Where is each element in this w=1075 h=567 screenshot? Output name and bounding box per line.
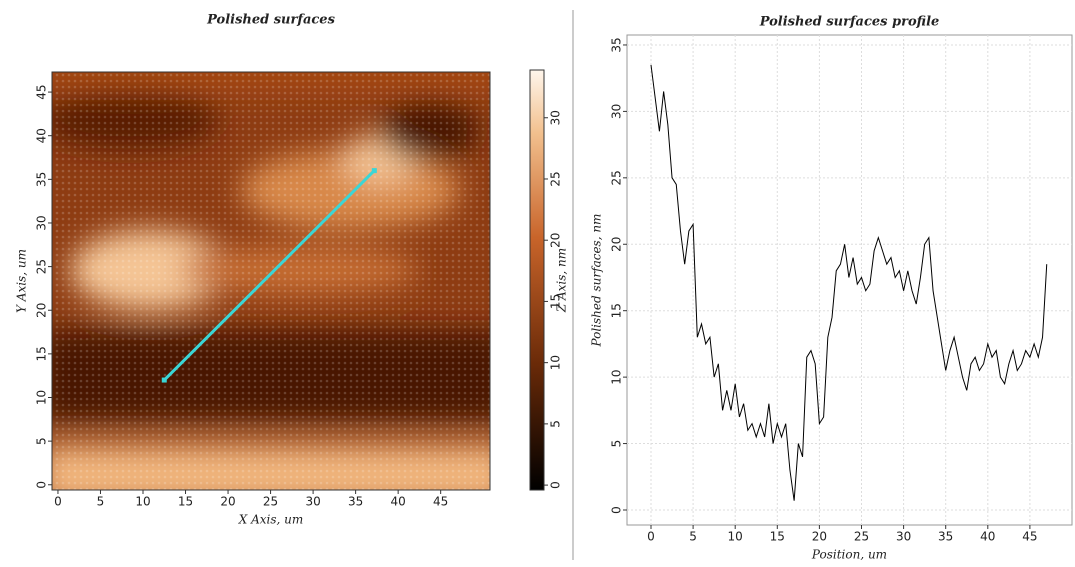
- y-tick-label: 20: [35, 303, 49, 318]
- x-tick-label: 5: [97, 495, 105, 509]
- x-tick-label: 25: [263, 495, 278, 509]
- y-axis-label: Polished surfaces, nm: [590, 214, 604, 348]
- x-tick-label: 45: [433, 495, 448, 509]
- x-tick-label: 20: [812, 530, 827, 544]
- y-tick-label: 0: [610, 506, 624, 514]
- colorbar-label: Z Axis, nm: [555, 248, 569, 313]
- x-tick-label: 10: [728, 530, 743, 544]
- x-tick-label: 35: [348, 495, 363, 509]
- y-tick-label: 5: [610, 440, 624, 448]
- colorbar-tick-label: 25: [549, 171, 563, 186]
- y-tick-label: 30: [35, 215, 49, 230]
- x-tick-label: 10: [135, 495, 150, 509]
- profile-line: [650, 64, 1048, 501]
- colorbar-tick-label: 20: [549, 233, 563, 248]
- y-tick-label: 20: [610, 237, 624, 252]
- y-tick-label: 10: [610, 369, 624, 384]
- profile-end: [161, 377, 167, 383]
- x-tick-label: 20: [220, 495, 235, 509]
- y-tick-label: 40: [35, 128, 49, 143]
- x-tick-label: 15: [178, 495, 193, 509]
- y-tick-label: 5: [35, 437, 49, 445]
- x-tick-label: 25: [854, 530, 869, 544]
- x-tick-label: 0: [54, 495, 62, 509]
- colorbar-tick-label: 5: [549, 420, 563, 428]
- y-tick-label: 35: [610, 37, 624, 52]
- x-axis-label: Position, um: [811, 548, 887, 562]
- y-axis-label: Y Axis, um: [15, 249, 29, 313]
- x-tick-label: 40: [391, 495, 406, 509]
- chart-title: Polished surfaces profile: [759, 15, 940, 30]
- x-tick-label: 30: [305, 495, 320, 509]
- y-tick-label: 15: [610, 303, 624, 318]
- surface-image: [52, 72, 490, 490]
- x-tick-label: 45: [1022, 530, 1037, 544]
- y-tick-label: 10: [35, 390, 49, 405]
- colorbar: [529, 69, 545, 491]
- colorbar-tick-label: 0: [549, 481, 563, 489]
- y-tick-label: 25: [610, 170, 624, 185]
- x-tick-label: 0: [647, 530, 655, 544]
- x-tick-label: 30: [896, 530, 911, 544]
- profile-line: [163, 169, 376, 382]
- y-tick-label: 30: [610, 104, 624, 119]
- colorbar-tick-label: 15: [549, 294, 563, 309]
- y-tick-label: 0: [35, 481, 49, 489]
- x-tick-label: 15: [770, 530, 785, 544]
- y-tick-label: 35: [35, 172, 49, 187]
- y-tick-label: 25: [35, 259, 49, 274]
- plot-frame: [626, 34, 1073, 526]
- chart-title: Polished surfaces: [206, 13, 335, 28]
- x-axis-label: X Axis, um: [238, 513, 304, 527]
- x-tick-label: 40: [980, 530, 995, 544]
- y-tick-label: 15: [35, 346, 49, 361]
- colorbar-tick-label: 30: [549, 110, 563, 125]
- colorbar-tick-label: 10: [549, 355, 563, 370]
- y-tick-label: 45: [35, 84, 49, 99]
- x-tick-label: 5: [689, 530, 697, 544]
- x-tick-label: 35: [938, 530, 953, 544]
- profile-end: [371, 168, 377, 174]
